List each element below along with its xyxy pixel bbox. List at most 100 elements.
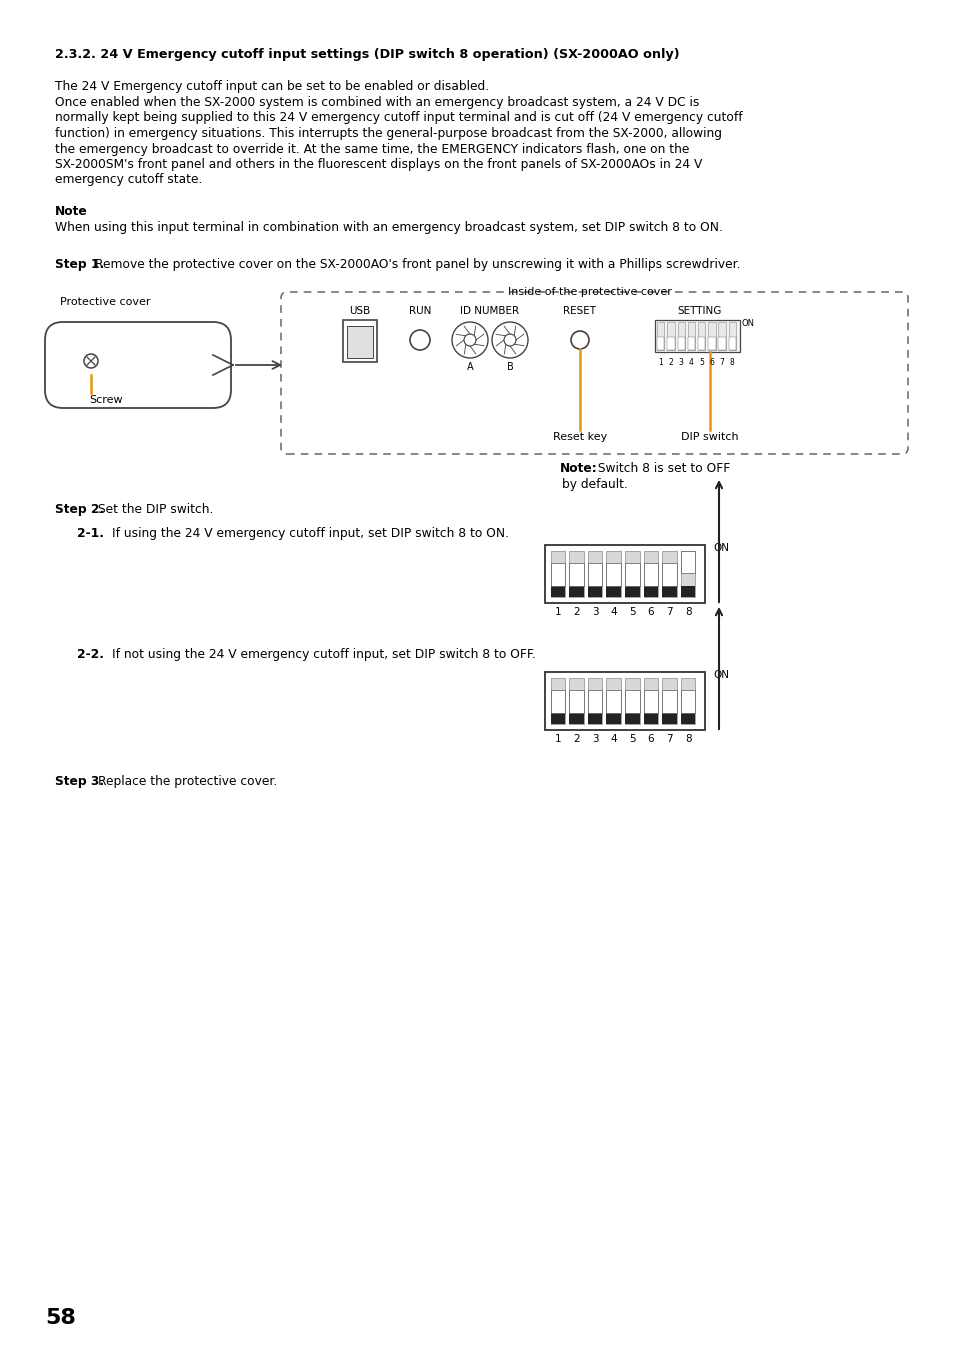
Text: Step 1.: Step 1. [55, 258, 104, 271]
Text: 1: 1 [554, 734, 560, 744]
Bar [550, 713, 564, 724]
Bar [587, 690, 601, 713]
Text: 2: 2 [668, 358, 673, 367]
Bar [587, 551, 601, 597]
Bar [624, 563, 639, 586]
Bar [657, 338, 663, 350]
Text: Inside of the protective cover: Inside of the protective cover [508, 288, 671, 297]
Bar [643, 551, 658, 597]
Bar [680, 586, 695, 597]
Bar [569, 678, 583, 724]
Bar [661, 690, 676, 713]
Bar [680, 713, 695, 724]
Bar [550, 551, 564, 597]
Text: emergency cutoff state.: emergency cutoff state. [55, 174, 202, 186]
Circle shape [410, 329, 430, 350]
Bar [606, 586, 620, 597]
Text: ON: ON [712, 670, 728, 680]
Text: If not using the 24 V emergency cutoff input, set DIP switch 8 to OFF.: If not using the 24 V emergency cutoff i… [112, 648, 536, 662]
Text: 2: 2 [573, 734, 579, 744]
Bar [661, 563, 676, 586]
Bar [587, 586, 601, 597]
Text: 58: 58 [45, 1308, 76, 1328]
Text: ID NUMBER: ID NUMBER [460, 306, 519, 316]
Bar [569, 586, 583, 597]
Bar [606, 713, 620, 724]
Text: Protective cover: Protective cover [60, 297, 151, 306]
Text: DIP switch: DIP switch [680, 432, 739, 441]
Text: 8: 8 [729, 358, 734, 367]
Text: 1: 1 [658, 358, 662, 367]
Bar [550, 678, 564, 724]
Bar [624, 690, 639, 713]
Bar [657, 323, 663, 350]
Circle shape [571, 331, 588, 350]
Text: 4: 4 [610, 608, 617, 617]
Text: Replace the protective cover.: Replace the protective cover. [98, 775, 277, 788]
Bar [587, 563, 601, 586]
Text: When using this input terminal in combination with an emergency broadcast system: When using this input terminal in combin… [55, 221, 722, 234]
Bar [728, 338, 736, 350]
Bar [643, 563, 658, 586]
Text: SX-2000SM's front panel and others in the fluorescent displays on the front pane: SX-2000SM's front panel and others in th… [55, 158, 701, 171]
Text: 8: 8 [684, 734, 691, 744]
Bar [661, 713, 676, 724]
Circle shape [452, 323, 488, 358]
Bar [666, 338, 674, 350]
Bar [718, 323, 725, 350]
Bar [624, 678, 639, 724]
Text: If using the 24 V emergency cutoff input, set DIP switch 8 to ON.: If using the 24 V emergency cutoff input… [112, 526, 509, 540]
Bar [698, 323, 704, 350]
Text: USB: USB [349, 306, 370, 316]
Text: RESET: RESET [563, 306, 596, 316]
Bar [569, 563, 583, 586]
Text: 7: 7 [665, 608, 672, 617]
FancyBboxPatch shape [45, 323, 231, 408]
Text: normally kept being supplied to this 24 V emergency cutoff input terminal and is: normally kept being supplied to this 24 … [55, 112, 741, 124]
Text: 3: 3 [591, 734, 598, 744]
Text: by default.: by default. [561, 478, 627, 491]
Text: 1: 1 [554, 608, 560, 617]
Text: 2: 2 [573, 608, 579, 617]
Text: 7: 7 [719, 358, 723, 367]
Bar [624, 586, 639, 597]
Bar [544, 545, 704, 603]
Bar [569, 551, 583, 597]
Bar [624, 551, 639, 597]
Bar [677, 323, 684, 350]
Circle shape [503, 333, 516, 346]
Bar [680, 678, 695, 724]
Text: 6: 6 [647, 734, 654, 744]
Bar [687, 338, 695, 350]
Bar [606, 551, 620, 597]
Bar [655, 320, 740, 352]
Text: Note:: Note: [559, 462, 598, 475]
Text: 6: 6 [647, 608, 654, 617]
Bar [718, 338, 725, 350]
Bar [687, 323, 695, 350]
Bar [666, 323, 674, 350]
Text: 2.3.2. 24 V Emergency cutoff input settings (DIP switch 8 operation) (SX-2000AO : 2.3.2. 24 V Emergency cutoff input setti… [55, 49, 679, 61]
Bar [680, 551, 695, 572]
Text: Once enabled when the SX-2000 system is combined with an emergency broadcast sys: Once enabled when the SX-2000 system is … [55, 96, 699, 109]
Bar [606, 690, 620, 713]
Bar [661, 586, 676, 597]
Text: B: B [506, 362, 513, 373]
Bar [643, 713, 658, 724]
Bar [643, 586, 658, 597]
Bar [544, 672, 704, 730]
Text: Remove the protective cover on the SX-2000AO's front panel by unscrewing it with: Remove the protective cover on the SX-20… [95, 258, 740, 271]
Text: function) in emergency situations. This interrupts the general-purpose broadcast: function) in emergency situations. This … [55, 127, 721, 140]
Text: 5: 5 [699, 358, 703, 367]
Text: Switch 8 is set to OFF: Switch 8 is set to OFF [594, 462, 729, 475]
Bar [550, 563, 564, 586]
Text: 2-2.: 2-2. [77, 648, 104, 662]
Text: 8: 8 [684, 608, 691, 617]
Bar [707, 323, 715, 350]
Bar [624, 713, 639, 724]
Bar [606, 563, 620, 586]
Bar [680, 690, 695, 713]
Bar [677, 338, 684, 350]
Circle shape [463, 333, 476, 346]
Circle shape [492, 323, 527, 358]
